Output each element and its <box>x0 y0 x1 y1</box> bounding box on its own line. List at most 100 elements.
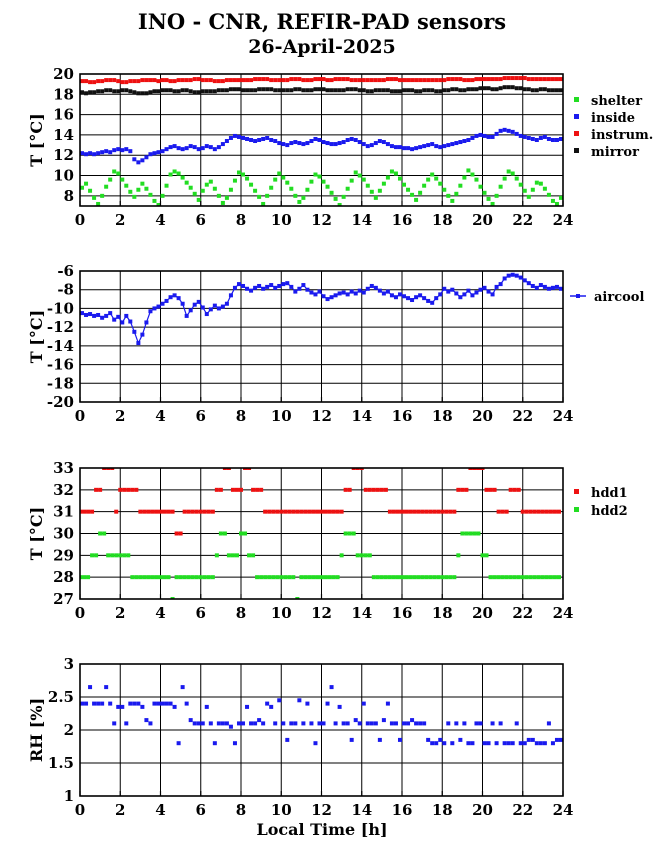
data-point <box>251 488 255 492</box>
data-point <box>478 77 482 81</box>
data-point <box>330 191 334 195</box>
data-point <box>448 575 452 579</box>
data-point <box>154 510 158 514</box>
data-point <box>458 88 462 92</box>
data-point <box>529 510 533 514</box>
data-point <box>181 147 185 151</box>
data-point <box>418 145 422 149</box>
data-point <box>90 553 94 557</box>
data-point <box>466 138 470 142</box>
data-point <box>497 575 501 579</box>
data-point <box>130 575 134 579</box>
data-point <box>320 510 324 514</box>
data-point <box>88 80 92 84</box>
data-point <box>470 293 474 297</box>
y-axis-label: RH [%] <box>27 698 46 762</box>
x-tick-label: 22 <box>512 407 533 425</box>
data-point <box>185 181 189 185</box>
data-point <box>201 305 205 309</box>
data-point <box>324 510 328 514</box>
data-point <box>106 553 110 557</box>
data-point <box>348 488 352 492</box>
data-point <box>201 78 205 82</box>
data-point <box>418 721 422 725</box>
data-point <box>152 702 156 706</box>
data-point <box>346 87 350 91</box>
data-point <box>110 553 114 557</box>
data-point <box>378 289 382 293</box>
legend: hdd1hdd2 <box>574 486 628 519</box>
data-point <box>342 88 346 92</box>
data-point <box>120 178 124 182</box>
x-tick-label: 2 <box>115 211 125 229</box>
data-point <box>237 170 241 174</box>
data-point <box>446 721 450 725</box>
data-point <box>485 553 489 557</box>
data-point <box>84 702 88 706</box>
data-point <box>84 182 88 186</box>
data-point <box>209 721 213 725</box>
data-point <box>301 196 305 200</box>
data-point <box>100 702 104 706</box>
data-point <box>175 575 179 579</box>
data-point <box>332 575 336 579</box>
data-point <box>253 88 257 92</box>
data-point <box>370 284 374 288</box>
data-point <box>434 741 438 745</box>
data-point <box>551 741 555 745</box>
data-point <box>440 575 444 579</box>
data-point <box>483 191 487 195</box>
data-point <box>239 488 243 492</box>
data-point <box>382 88 386 92</box>
data-point <box>309 291 313 295</box>
data-point <box>517 488 521 492</box>
data-point <box>487 77 491 81</box>
data-point <box>150 575 154 579</box>
data-point <box>386 77 390 81</box>
data-point <box>173 79 177 83</box>
data-point <box>338 77 342 81</box>
legend-swatch <box>574 97 579 102</box>
data-point <box>207 510 211 514</box>
data-point <box>483 134 487 138</box>
data-point <box>273 139 277 143</box>
data-point <box>114 510 118 514</box>
data-point <box>285 181 289 185</box>
data-point <box>265 87 269 91</box>
data-point <box>358 78 362 82</box>
data-point <box>287 575 291 579</box>
data-point <box>191 575 195 579</box>
data-point <box>253 189 257 193</box>
data-point <box>293 194 297 198</box>
data-point <box>207 575 211 579</box>
data-point <box>330 142 334 146</box>
data-point <box>378 189 382 193</box>
data-point <box>346 187 350 191</box>
data-point <box>386 176 390 180</box>
data-point <box>470 173 474 177</box>
data-point <box>297 200 301 204</box>
x-tick-label: 0 <box>75 407 85 425</box>
data-point <box>507 741 511 745</box>
data-point <box>434 78 438 82</box>
data-point <box>213 89 217 93</box>
data-point <box>535 741 539 745</box>
data-point <box>543 187 547 191</box>
legend-swatch <box>574 148 579 153</box>
x-tick-label: 20 <box>472 407 493 425</box>
data-point <box>108 702 112 706</box>
data-point <box>326 88 330 92</box>
data-point <box>426 178 430 182</box>
data-point <box>281 176 285 180</box>
data-point <box>390 169 394 173</box>
data-point <box>406 188 410 192</box>
data-point <box>539 136 543 140</box>
data-point <box>301 78 305 82</box>
data-point <box>430 301 434 305</box>
data-point <box>265 136 269 140</box>
data-point <box>205 144 209 148</box>
data-point <box>191 510 195 514</box>
data-point <box>466 78 470 82</box>
data-point <box>523 189 527 193</box>
data-point <box>543 285 547 289</box>
